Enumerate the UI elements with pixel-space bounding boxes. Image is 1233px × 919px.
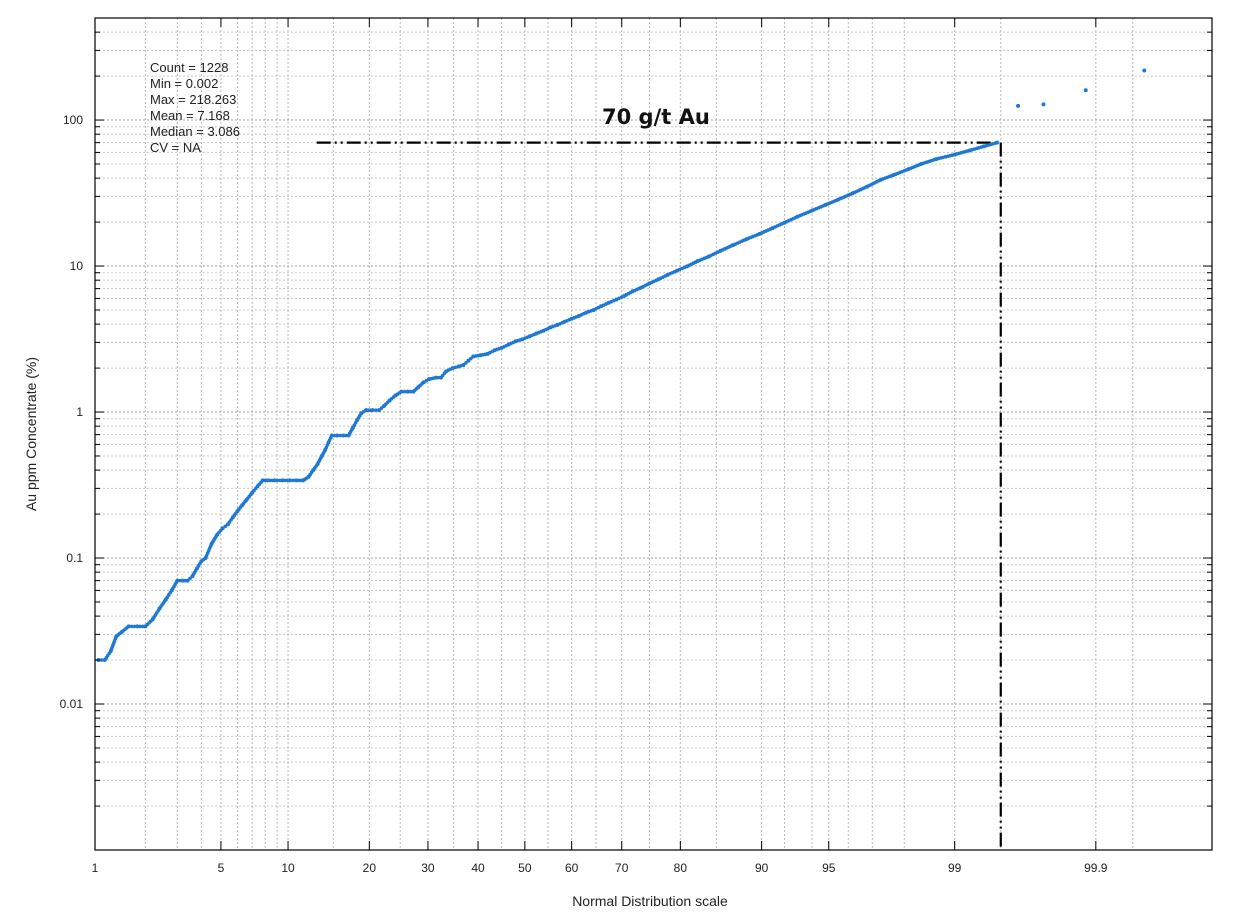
data-point xyxy=(129,624,134,629)
data-point xyxy=(185,578,190,583)
data-point xyxy=(450,366,455,371)
threshold-reference-lines xyxy=(316,141,1002,850)
x-tick-label: 99.9 xyxy=(1084,861,1108,875)
data-point xyxy=(377,408,382,413)
data-point xyxy=(132,624,137,629)
x-tick-label: 20 xyxy=(363,861,377,875)
data-point xyxy=(405,389,410,394)
data-point xyxy=(341,433,346,438)
y-axis-title: Au ppm Concentrate (%) xyxy=(23,357,39,511)
data-point xyxy=(332,433,337,438)
stat-line: Count = 1228 xyxy=(150,60,228,75)
y-tick-label: 100 xyxy=(63,113,83,127)
data-point xyxy=(138,624,142,629)
data-point xyxy=(272,478,277,483)
x-tick-label: 70 xyxy=(615,861,629,875)
y-tick-label: 1 xyxy=(76,405,83,419)
stat-line: Max = 218.263 xyxy=(150,92,236,107)
data-point xyxy=(399,389,404,394)
data-point xyxy=(126,624,131,629)
data-point xyxy=(1083,88,1088,93)
data-point xyxy=(283,478,287,483)
data-points xyxy=(96,68,1147,663)
x-tick-labels: 1 5 10 20 30 40 50 60 70 80 90 95 99 99.9 xyxy=(92,861,1108,875)
x-tick-label: 30 xyxy=(421,861,435,875)
data-point xyxy=(461,362,466,367)
x-tick-label: 95 xyxy=(822,861,836,875)
stat-line: Median = 3.086 xyxy=(150,124,240,139)
data-point xyxy=(995,140,1000,145)
y-tick-label: 0.1 xyxy=(66,551,83,565)
data-point xyxy=(1041,102,1046,107)
data-point xyxy=(433,375,438,380)
x-tick-label: 40 xyxy=(471,861,485,875)
data-point xyxy=(220,526,225,531)
data-point xyxy=(135,624,140,629)
x-tick-label: 10 xyxy=(281,861,295,875)
data-point xyxy=(180,578,185,583)
data-point xyxy=(1016,103,1021,108)
stat-line: CV = NA xyxy=(150,140,201,155)
data-point xyxy=(453,365,458,370)
data-point xyxy=(329,433,334,438)
y-tick-label: 0.01 xyxy=(60,697,84,711)
plot-frame xyxy=(94,17,1213,851)
y-tick-label: 10 xyxy=(70,259,84,273)
data-point xyxy=(1142,68,1147,73)
x-tick-label: 80 xyxy=(674,861,688,875)
data-point xyxy=(335,433,340,438)
data-point xyxy=(464,360,468,365)
grid-layer xyxy=(94,17,1212,851)
data-point xyxy=(288,478,293,483)
threshold-annotation: 70 g/t Au xyxy=(602,105,710,129)
stat-line: Mean = 7.168 xyxy=(150,108,230,123)
x-tick-label: 50 xyxy=(518,861,532,875)
x-tick-label: 5 xyxy=(218,861,225,875)
x-tick-label: 90 xyxy=(755,861,769,875)
x-tick-label: 99 xyxy=(948,861,962,875)
x-tick-label: 1 xyxy=(92,861,99,875)
data-point xyxy=(175,578,180,583)
x-tick-label: 60 xyxy=(565,861,579,875)
data-point xyxy=(402,389,407,394)
data-point xyxy=(275,478,280,483)
data-point xyxy=(291,478,295,483)
y-tick-labels: 0.01 0.1 1 10 100 xyxy=(60,113,84,711)
stat-line: Min = 0.002 xyxy=(150,76,218,91)
data-point xyxy=(338,433,343,438)
x-axis-title: Normal Distribution scale xyxy=(572,893,728,909)
data-point xyxy=(408,389,413,394)
data-point xyxy=(370,408,375,413)
axis-ticks xyxy=(94,17,1212,851)
data-point xyxy=(99,658,104,662)
data-point xyxy=(374,408,378,412)
